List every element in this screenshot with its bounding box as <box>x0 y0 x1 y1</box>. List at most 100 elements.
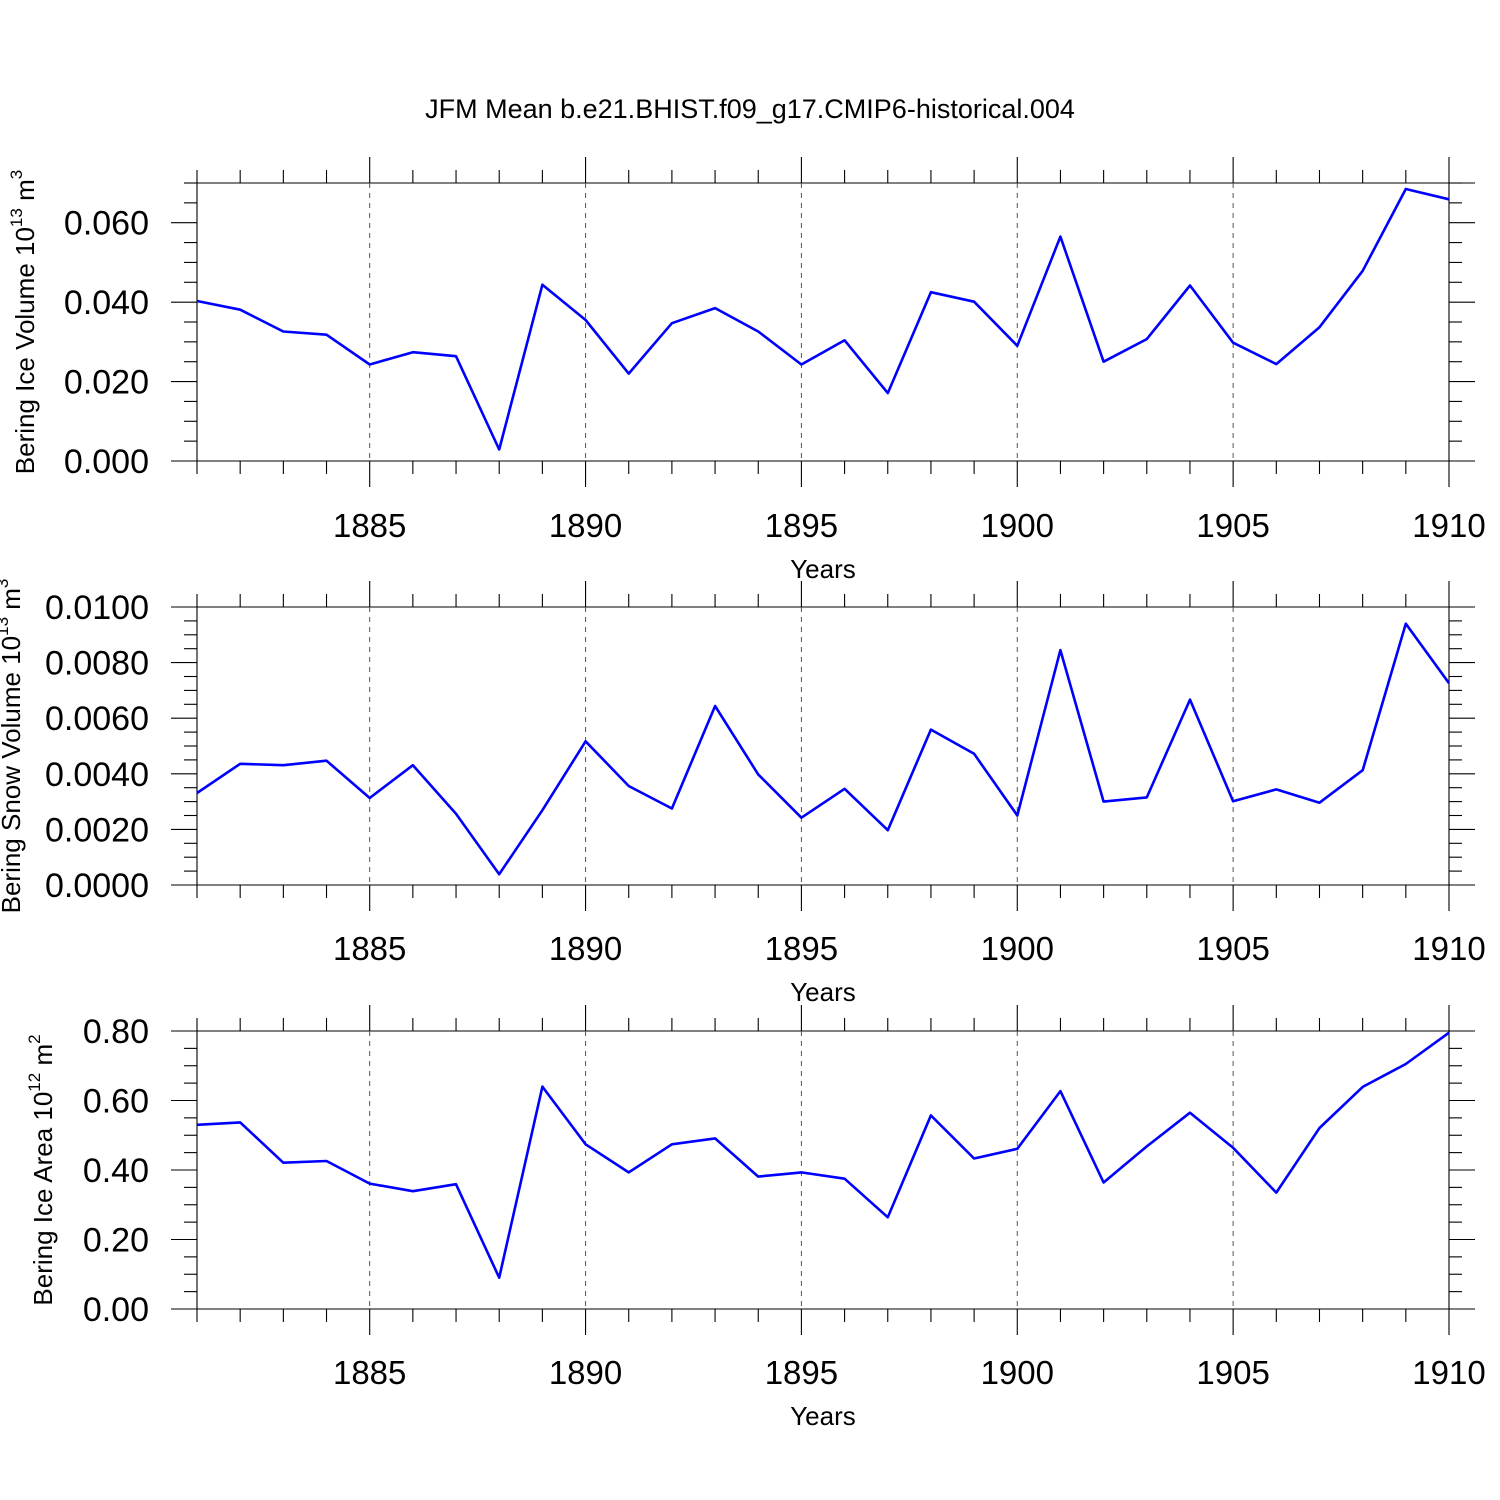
data-point <box>455 812 458 815</box>
data-point <box>1404 1063 1407 1066</box>
data-point <box>670 1143 673 1146</box>
x-tick-label: 1910 <box>1412 930 1485 967</box>
data-point <box>670 807 673 810</box>
data-point <box>627 1171 630 1174</box>
y-tick-label: 0.0080 <box>45 645 149 683</box>
data-point <box>627 372 630 375</box>
data-point <box>584 740 587 743</box>
data-point <box>411 764 414 767</box>
data-point <box>325 759 328 762</box>
series-line-ice-volume <box>196 187 1450 451</box>
data-point <box>1318 326 1321 329</box>
data-point <box>541 809 544 812</box>
data-point <box>455 355 458 358</box>
x-axis-label: Years <box>790 1401 856 1431</box>
data-point <box>757 773 760 776</box>
data-point <box>1448 1031 1451 1034</box>
data-point <box>714 307 717 310</box>
y-tick-label: 0.60 <box>83 1083 149 1121</box>
x-tick-label: 1910 <box>1412 1354 1485 1391</box>
data-point <box>886 1216 889 1219</box>
data-point <box>455 1183 458 1186</box>
data-point <box>886 392 889 395</box>
y-tick-label: 0.060 <box>64 205 149 243</box>
data-point <box>325 1159 328 1162</box>
data-point <box>325 333 328 336</box>
data-point <box>239 308 242 311</box>
data-point <box>1188 284 1191 287</box>
x-tick-label: 1900 <box>981 507 1054 544</box>
x-tick-label: 1895 <box>765 930 838 967</box>
x-tick-label: 1910 <box>1412 507 1485 544</box>
data-point <box>714 704 717 707</box>
data-point <box>239 1121 242 1124</box>
panel-ice-area: 0.00 0.20 0.40 0.60 0.80 1885 1890 1895 1900 1905… <box>25 1005 1486 1431</box>
data-point <box>973 1157 976 1160</box>
data-point <box>1232 1146 1235 1149</box>
panel-ice-volume: 0.000 0.020 0.040 0.060 1885 1890 1895 1900 1905… <box>7 157 1486 584</box>
x-tick-label: 1905 <box>1196 1354 1269 1391</box>
data-point <box>584 319 587 322</box>
data-point <box>670 322 673 325</box>
data-point <box>1275 788 1278 791</box>
data-point <box>1404 187 1407 190</box>
data-point <box>282 764 285 767</box>
data-point <box>196 791 199 794</box>
data-point <box>541 283 544 286</box>
x-tick-label: 1905 <box>1196 930 1269 967</box>
x-tick-label: 1905 <box>1196 507 1269 544</box>
data-point <box>1145 338 1148 341</box>
x-tick-label: 1885 <box>333 1354 406 1391</box>
data-point <box>368 363 371 366</box>
data-point <box>1361 769 1364 772</box>
x-tick-label: 1900 <box>981 1354 1054 1391</box>
data-point <box>1318 1126 1321 1129</box>
data-point <box>800 363 803 366</box>
data-point <box>1059 1090 1062 1093</box>
data-point <box>1016 344 1019 347</box>
data-point <box>1361 1085 1364 1088</box>
y-tick-label: 0.80 <box>83 1013 149 1051</box>
data-point <box>1016 814 1019 817</box>
data-point <box>368 1182 371 1185</box>
data-point <box>757 330 760 333</box>
y-tick-label: 0.040 <box>64 284 149 322</box>
data-point <box>239 762 242 765</box>
data-point <box>196 299 199 302</box>
data-point <box>1275 363 1278 366</box>
data-point <box>282 1161 285 1164</box>
data-point <box>757 1175 760 1178</box>
data-point <box>627 785 630 788</box>
data-point <box>1102 800 1105 803</box>
data-point <box>368 796 371 799</box>
x-axis-label: Years <box>790 977 856 1007</box>
data-point <box>1102 360 1105 363</box>
y-tick-label: 0.0020 <box>45 811 149 849</box>
y-axis-label: Bering Ice Volume 1013 m3 <box>7 170 40 474</box>
data-point <box>714 1137 717 1140</box>
x-tick-label: 1890 <box>549 1354 622 1391</box>
data-point <box>1102 1181 1105 1184</box>
y-tick-label: 0.000 <box>64 443 149 481</box>
series-line-snow-volume <box>196 622 1451 876</box>
data-point <box>1275 1191 1278 1194</box>
data-point <box>411 1190 414 1193</box>
data-point <box>1232 341 1235 344</box>
x-tick-label: 1890 <box>549 507 622 544</box>
x-tick-label: 1885 <box>333 930 406 967</box>
panel-snow-volume: 0.0000 0.0020 0.0040 0.0060 0.0080 0.0100 1885… <box>0 579 1486 1007</box>
data-point <box>1188 1111 1191 1114</box>
y-axis-label: Bering Snow Volume 1013 m3 <box>0 579 26 914</box>
y-tick-label: 0.40 <box>83 1152 149 1190</box>
data-point <box>929 291 932 294</box>
x-tick-label: 1895 <box>765 507 838 544</box>
data-point <box>1318 801 1321 804</box>
data-point <box>1145 1145 1148 1148</box>
data-point <box>973 300 976 303</box>
data-point <box>886 829 889 832</box>
data-point <box>843 1177 846 1180</box>
data-point <box>1448 198 1451 201</box>
data-point <box>498 448 501 451</box>
data-point <box>973 752 976 755</box>
data-point <box>584 1143 587 1146</box>
